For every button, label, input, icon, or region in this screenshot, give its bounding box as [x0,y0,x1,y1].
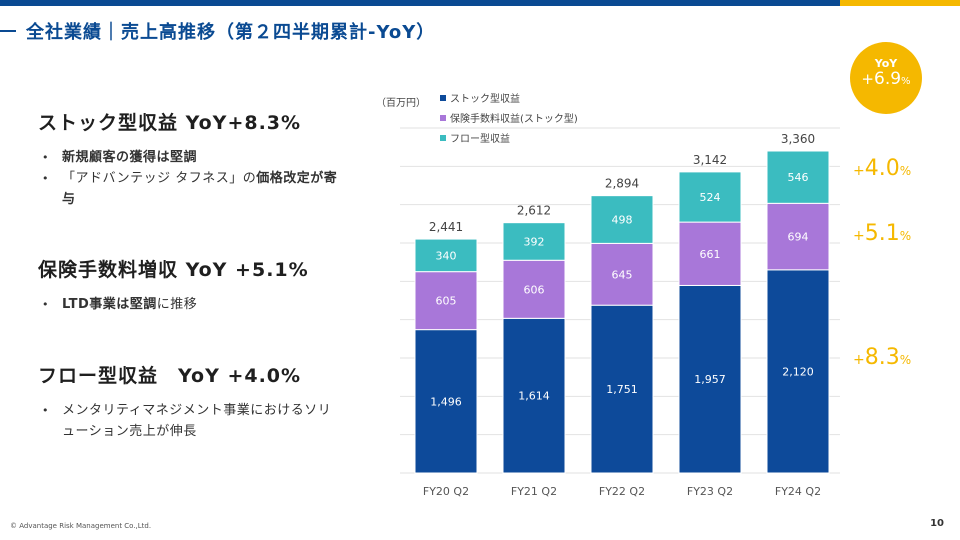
bar-segment [590,195,654,244]
bar-segment [678,284,742,474]
bullet-item: メンタリティマネジメント事業におけるソリューション売上が伸長 [38,400,338,442]
bar-segment [678,171,742,223]
bar-segment [414,271,478,331]
bullet-item: 「アドバンテッジ タフネス」の価格改定が寄与 [38,168,348,210]
segment-value-label: 661 [700,248,721,261]
x-tick-label: FY24 Q2 [775,485,821,498]
segment-value-label: 498 [612,214,633,227]
section-flow: フロー型収益 YoY +4.0% メンタリティマネジメント事業におけるソリューシ… [38,361,338,442]
segment-value-label: 605 [436,295,457,308]
yoy-badge: YoY +6.9% [850,42,922,114]
section-stock: ストック型収益 YoY+8.3% 新規顧客の獲得は堅調 「アドバンテッジ タフネ… [38,108,348,210]
bullet-item: 新規顧客の獲得は堅調 [38,147,348,168]
bar-segment [502,259,566,319]
unit-label: （百万円） [376,97,426,109]
bullet-item: LTD事業は堅調に推移 [38,294,348,315]
bar-segment [678,221,742,286]
bullet-list-flow: メンタリティマネジメント事業におけるソリューション売上が伸長 [38,400,338,442]
copyright: © Advantage Risk Management Co.,Ltd. [10,522,152,530]
x-tick-label: FY22 Q2 [599,485,645,498]
total-value-label: 2,894 [605,177,639,191]
legend-swatch [440,95,446,101]
segment-value-label: 340 [436,249,457,262]
section-heading-flow: フロー型収益 YoY +4.0% [38,365,302,387]
segment-value-label: 645 [612,268,633,281]
x-tick-label: FY20 Q2 [423,485,469,498]
bar-segment [502,222,566,261]
total-value-label: 2,441 [429,220,463,234]
x-tick-label: FY23 Q2 [687,485,733,498]
legend-swatch [440,115,446,121]
bar-segment [766,269,830,474]
bar-segment [766,150,830,204]
page-title: 全社業績｜売上高推移（第２四半期累計-YoY） [26,22,436,43]
yoy-badge-value: +6.9% [861,69,911,89]
segment-value-label: 606 [524,283,545,296]
bar-segment [766,202,830,271]
top-bar-accent [840,0,960,6]
segment-value-label: 1,957 [694,373,726,386]
legend-item: ストック型収益 [450,92,520,105]
growth-flow: +4.0% [853,156,912,181]
bullet-list-insurance: LTD事業は堅調に推移 [38,294,348,315]
segment-value-label: 546 [788,171,809,184]
legend-item: 保険手数料収益(ストック型) [450,112,578,125]
bar-segment [590,304,654,474]
title-dash [0,30,16,32]
bar-segment [414,238,478,273]
top-bar [0,0,960,6]
total-value-label: 2,612 [517,204,551,218]
bar-segment [414,329,478,474]
bar-segment [502,317,566,474]
segment-value-label: 1,751 [606,383,638,396]
total-value-label: 3,142 [693,153,727,167]
segment-value-label: 392 [524,235,545,248]
legend-item: フロー型収益 [450,132,510,145]
growth-stock: +8.3% [853,345,912,370]
segment-value-label: 1,496 [430,395,462,408]
growth-insurance: +5.1% [853,221,912,246]
bullet-list-stock: 新規顧客の獲得は堅調 「アドバンテッジ タフネス」の価格改定が寄与 [38,147,348,210]
section-insurance: 保険手数料増収 YoY +5.1% LTD事業は堅調に推移 [38,255,348,315]
legend-swatch [440,135,446,141]
segment-value-label: 694 [788,231,809,244]
yoy-badge-label: YoY [874,57,898,70]
section-heading-stock: ストック型収益 YoY+8.3% [38,112,302,134]
segment-value-label: 2,120 [782,365,814,378]
x-tick-label: FY21 Q2 [511,485,557,498]
total-value-label: 3,360 [781,132,815,146]
page-number: 10 [930,518,944,529]
section-heading-insurance: 保険手数料増収 YoY +5.1% [38,259,309,281]
segment-value-label: 524 [700,191,721,204]
segment-value-label: 1,614 [518,390,550,403]
